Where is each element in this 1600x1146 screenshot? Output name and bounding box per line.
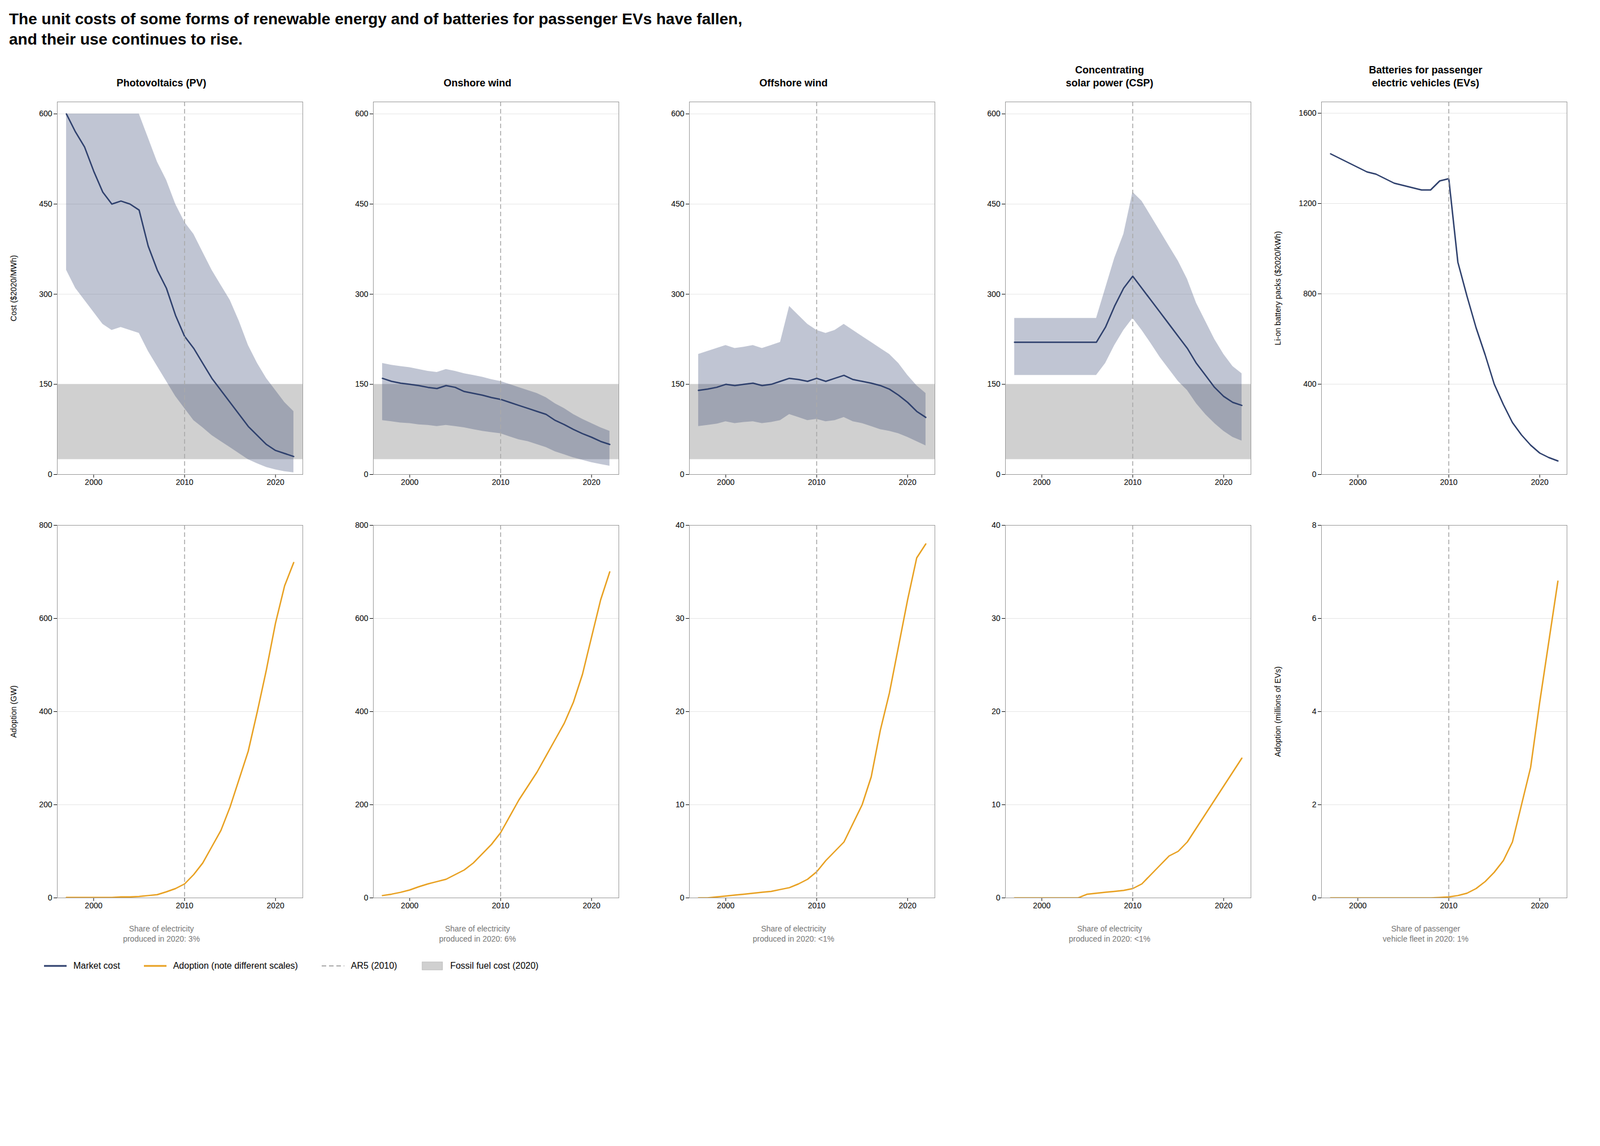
svg-text:200: 200: [354, 799, 369, 809]
svg-text:0: 0: [364, 892, 369, 902]
svg-text:2020: 2020: [899, 900, 917, 910]
svg-text:450: 450: [38, 199, 53, 209]
svg-text:2000: 2000: [1032, 900, 1051, 910]
svg-text:150: 150: [354, 379, 369, 389]
svg-text:300: 300: [354, 288, 369, 298]
html-text:Share of electricity produced: Share of electricity produced in 2020: 3…: [122, 923, 200, 943]
svg-text:2010: 2010: [1123, 900, 1142, 910]
html-text:Concentrating solar power (CSP: Concentrating solar power (CSP): [1065, 64, 1154, 89]
svg-text:200: 200: [38, 799, 53, 809]
svg-text:2010: 2010: [491, 900, 510, 910]
svg-text:30: 30: [991, 613, 1001, 623]
svg-text:Adoption (GW): Adoption (GW): [9, 685, 19, 738]
svg-text:2020: 2020: [1215, 900, 1233, 910]
svg-text:8: 8: [1312, 520, 1317, 530]
svg-text:40: 40: [991, 520, 1001, 530]
svg-text:150: 150: [987, 379, 1001, 389]
svg-text:2020: 2020: [582, 900, 601, 910]
html-text:The unit costs of some forms o: The unit costs of some forms of renewabl…: [9, 10, 743, 49]
svg-text:600: 600: [354, 108, 369, 118]
svg-text:0: 0: [996, 892, 1001, 902]
html-text:Market cost: Market cost: [73, 960, 121, 971]
svg-text:300: 300: [38, 288, 53, 298]
svg-text:600: 600: [38, 613, 53, 623]
svg-text:600: 600: [38, 108, 53, 118]
svg-text:600: 600: [671, 108, 685, 118]
svg-text:2020: 2020: [266, 477, 285, 487]
svg-text:2010: 2010: [1439, 900, 1458, 910]
svg-text:2000: 2000: [716, 900, 735, 910]
svg-text:0: 0: [996, 469, 1001, 479]
svg-text:40: 40: [675, 520, 685, 530]
svg-text:400: 400: [38, 706, 53, 716]
svg-text:300: 300: [987, 288, 1001, 298]
svg-text:600: 600: [354, 613, 369, 623]
svg-text:30: 30: [675, 613, 685, 623]
svg-text:2000: 2000: [1032, 477, 1051, 487]
svg-text:6: 6: [1312, 613, 1317, 623]
svg-text:800: 800: [38, 520, 53, 530]
svg-text:4: 4: [1312, 706, 1317, 716]
svg-text:450: 450: [987, 199, 1001, 209]
svg-text:20: 20: [675, 706, 685, 716]
svg-text:10: 10: [991, 799, 1001, 809]
html-text:Offshore wind: Offshore wind: [759, 77, 828, 89]
svg-text:2000: 2000: [400, 900, 419, 910]
svg-text:2020: 2020: [1531, 477, 1549, 487]
svg-text:2010: 2010: [175, 900, 194, 910]
svg-text:800: 800: [1303, 288, 1317, 298]
svg-text:2020: 2020: [1531, 900, 1549, 910]
svg-text:2010: 2010: [175, 477, 194, 487]
html-text:AR5 (2010): AR5 (2010): [350, 960, 398, 971]
svg-text:2010: 2010: [807, 900, 826, 910]
svg-text:400: 400: [354, 706, 369, 716]
svg-text:800: 800: [354, 520, 369, 530]
svg-text:0: 0: [364, 469, 369, 479]
svg-text:0: 0: [47, 892, 53, 902]
svg-text:2000: 2000: [1348, 477, 1367, 487]
html-text:Share of passenger vehicle fle: Share of passenger vehicle fleet in 2020…: [1382, 923, 1469, 943]
svg-text:2010: 2010: [491, 477, 510, 487]
svg-text:2020: 2020: [266, 900, 285, 910]
svg-text:2: 2: [1312, 799, 1317, 809]
svg-text:Adoption (millions of EVs): Adoption (millions of EVs): [1273, 665, 1283, 757]
svg-text:2000: 2000: [84, 900, 103, 910]
svg-text:1600: 1600: [1298, 108, 1317, 118]
svg-text:2020: 2020: [582, 477, 601, 487]
svg-text:0: 0: [680, 892, 685, 902]
svg-text:300: 300: [671, 288, 685, 298]
svg-text:150: 150: [671, 379, 685, 389]
svg-text:2010: 2010: [1439, 477, 1458, 487]
svg-text:150: 150: [38, 379, 53, 389]
svg-text:2000: 2000: [84, 477, 103, 487]
svg-text:1200: 1200: [1298, 198, 1317, 208]
svg-text:0: 0: [1312, 892, 1317, 902]
svg-text:2010: 2010: [807, 477, 826, 487]
html-text:Fossil fuel cost (2020): Fossil fuel cost (2020): [450, 960, 539, 971]
svg-text:0: 0: [47, 469, 53, 479]
html-text:Share of electricity produced: Share of electricity produced in 2020: 6…: [439, 923, 516, 943]
svg-text:0: 0: [1312, 469, 1317, 479]
svg-text:2000: 2000: [1348, 900, 1367, 910]
svg-text:450: 450: [354, 199, 369, 209]
svg-text:0: 0: [680, 469, 685, 479]
svg-text:600: 600: [987, 108, 1001, 118]
svg-text:Li-on battery packs ($2020/kWh: Li-on battery packs ($2020/kWh): [1273, 230, 1283, 345]
html-text:Photovoltaics (PV): Photovoltaics (PV): [116, 77, 207, 89]
html-text:Share of electricity produced: Share of electricity produced in 2020: <…: [1068, 923, 1151, 943]
svg-text:450: 450: [671, 199, 685, 209]
svg-text:10: 10: [675, 799, 685, 809]
svg-text:2010: 2010: [1123, 477, 1142, 487]
html-text:Batteries for passenger electr: Batteries for passenger electric vehicle…: [1368, 64, 1483, 89]
svg-text:2000: 2000: [400, 477, 419, 487]
svg-text:400: 400: [1303, 379, 1317, 389]
svg-text:2000: 2000: [716, 477, 735, 487]
svg-text:2020: 2020: [1215, 477, 1233, 487]
svg-text:2020: 2020: [899, 477, 917, 487]
html-text:Adoption (note different scale: Adoption (note different scales): [173, 960, 298, 971]
svg-text:Cost ($2020/MWh): Cost ($2020/MWh): [9, 254, 19, 321]
html-text:Share of electricity produced: Share of electricity produced in 2020: <…: [752, 923, 835, 943]
html-text:Onshore wind: Onshore wind: [443, 77, 512, 89]
svg-text:20: 20: [991, 706, 1001, 716]
